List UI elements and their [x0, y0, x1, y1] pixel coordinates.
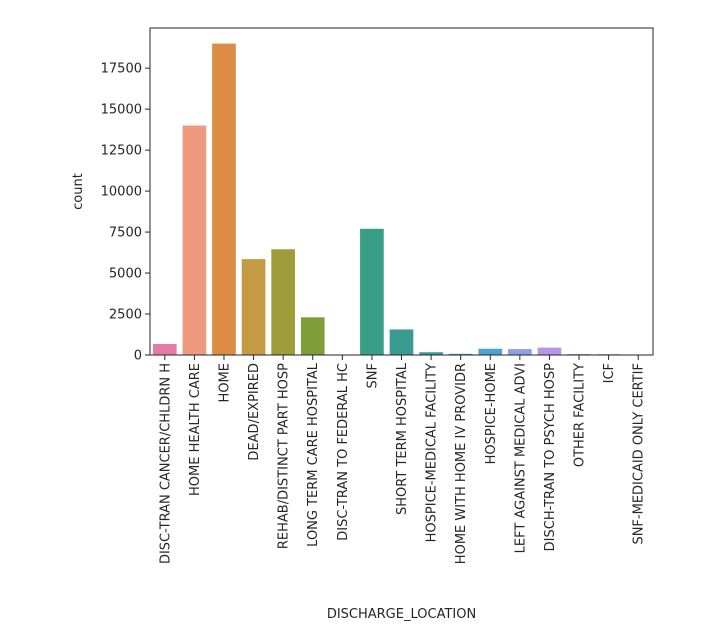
bar — [389, 329, 414, 355]
x-tick-label: DEAD/EXPIRED — [247, 363, 262, 461]
plot-frame — [149, 27, 654, 356]
x-tick-label: HOME HEALTH CARE — [188, 363, 203, 496]
x-tick-label: DISCH-TRAN TO PSYCH HOSP — [543, 363, 558, 552]
bar — [478, 348, 503, 355]
y-tick-label: 2500 — [109, 308, 142, 323]
bar — [300, 317, 325, 355]
x-tick-label: HOME — [217, 363, 232, 402]
y-axis-ticks: 0 2500 5000 7500 10000 12500 15000 17500 — [101, 62, 150, 364]
x-axis-label: DISCHARGE_LOCATION — [327, 607, 476, 622]
bar — [182, 125, 207, 356]
x-tick-label: SNF-MEDICAID ONLY CERTIF — [632, 363, 647, 545]
y-axis-label: count — [71, 173, 86, 210]
x-tick-label: DISC-TRAN CANCER/CHLDRN H — [158, 363, 173, 564]
bars-group — [152, 43, 651, 356]
x-tick-label: REHAB/DISTINCT PART HOSP — [277, 363, 292, 549]
bar — [448, 353, 473, 355]
y-tick-label: 15000 — [101, 103, 142, 118]
bar — [360, 228, 384, 355]
x-tick-label: OTHER FACILITY — [573, 363, 588, 467]
y-tick-label: 0 — [134, 349, 142, 364]
y-tick-label: 5000 — [109, 267, 142, 282]
x-tick-label: HOME WITH HOME IV PROVIDR — [454, 363, 469, 564]
y-tick-label: 12500 — [101, 144, 142, 159]
x-tick-label: DISC-TRAN TO FEDERAL HC — [336, 363, 351, 541]
bar — [508, 349, 532, 355]
x-tick-label: SHORT TERM HOSPITAL — [395, 362, 410, 515]
x-tick-label: ICF — [602, 363, 617, 383]
y-tick-label: 10000 — [101, 185, 142, 200]
x-tick-label: HOSPICE-MEDICAL FACILITY — [425, 363, 440, 542]
bar — [152, 344, 177, 355]
x-tick-label: HOSPICE-HOME — [484, 363, 499, 464]
x-axis-ticks: DISC-TRAN CANCER/CHLDRN H HOME HEALTH CAR… — [158, 355, 647, 564]
bar — [241, 259, 266, 355]
y-tick-label: 17500 — [101, 62, 142, 77]
bar — [271, 249, 295, 355]
y-tick-label: 7500 — [109, 226, 142, 241]
x-tick-label: LEFT AGAINST MEDICAL ADVI — [513, 363, 528, 553]
bar — [537, 347, 562, 355]
x-tick-label: LONG TERM CARE HOSPITAL — [306, 362, 321, 547]
x-tick-label: SNF — [365, 363, 380, 388]
bar — [419, 352, 443, 355]
bar — [212, 43, 236, 355]
